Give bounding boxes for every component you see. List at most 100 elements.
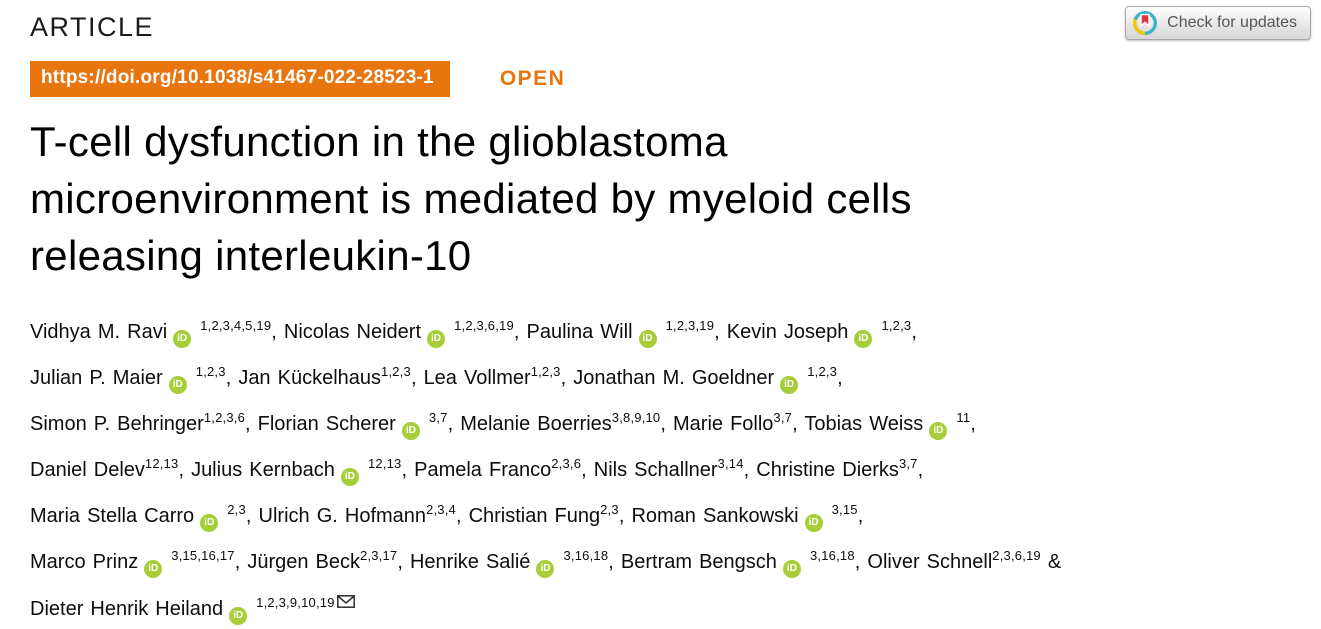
author-name: Jan Kückelhaus [238, 367, 382, 389]
affiliation-superscript: 1,2,3,6,19 [454, 318, 514, 333]
author-name: Lea Vollmer [423, 367, 531, 389]
author-separator: & [1040, 551, 1062, 573]
author-separator: , [234, 551, 248, 573]
author-name: Nicolas Neidert [283, 321, 422, 343]
author-separator: , [225, 367, 239, 389]
affiliation-superscript: 12,13 [367, 456, 402, 471]
title-line: releasing interleukin-10 [30, 232, 472, 279]
author-name: Florian Scherer [257, 413, 396, 435]
author-name: Simon P. Behringer [30, 413, 204, 435]
orcid-icon[interactable]: iD [854, 330, 873, 348]
check-for-updates-button[interactable]: Check for updates [1125, 6, 1311, 40]
affiliation-superscript: 3,16,18 [809, 548, 855, 563]
author-separator: , [560, 367, 574, 389]
author-name: Jürgen Beck [247, 551, 361, 573]
author-separator: , [917, 459, 924, 481]
affiliation-superscript: 3,15,16,17 [171, 548, 235, 563]
affiliation-superscript: 3,14 [717, 456, 744, 471]
article-type-label: ARTICLE [30, 12, 155, 42]
author-name: Marco Prinz [30, 551, 139, 573]
author-separator: , [857, 505, 864, 527]
author-name: Melanie Boerries [460, 413, 612, 435]
author-separator: , [608, 551, 621, 573]
author-separator: , [714, 321, 727, 343]
author-line: Daniel Delev12,13, Julius Kernbach iD 12,… [30, 444, 1291, 490]
author-name: Paulina Will [526, 321, 633, 343]
author-name: Maria Stella Carro [30, 505, 195, 527]
orcid-icon[interactable]: iD [144, 560, 163, 578]
affiliation-superscript: 1,2,3,4,5,19 [200, 318, 272, 333]
author-name: Bertram Bengsch [620, 551, 777, 573]
orcid-icon[interactable]: iD [427, 330, 446, 348]
author-name: Jonathan M. Goeldner [573, 367, 775, 389]
author-separator: , [410, 367, 424, 389]
author-separator: , [178, 459, 192, 481]
affiliation-superscript: 1,2,3,9,10,19 [256, 595, 335, 610]
author-name: Roman Sankowski [631, 505, 799, 527]
affiliation-superscript: 2,3,4 [426, 502, 456, 517]
orcid-icon[interactable]: iD [401, 422, 420, 440]
author-name: Oliver Schnell [867, 551, 993, 573]
author-separator: , [792, 413, 805, 435]
author-separator: , [581, 459, 594, 481]
author-separator: , [245, 505, 259, 527]
orcid-icon[interactable]: iD [200, 514, 219, 532]
author-list: Vidhya M. Ravi iD 1,2,3,4,5,19, Nicolas N… [30, 306, 1291, 629]
author-name: Henrike Salié [409, 551, 531, 573]
affiliation-superscript: 3,16,18 [563, 548, 609, 563]
author-name: Tobias Weiss [804, 413, 924, 435]
author-separator: , [455, 505, 469, 527]
author-separator: , [911, 321, 917, 343]
orcid-icon[interactable]: iD [929, 422, 948, 440]
affiliation-superscript: 3,7 [898, 456, 918, 471]
author-name: Julian P. Maier [30, 367, 163, 389]
affiliation-superscript: 1,2,3 [881, 318, 912, 333]
doi-link[interactable]: https://doi.org/10.1038/s41467-022-28523… [30, 61, 450, 97]
affiliation-superscript: 1,2,3 [530, 364, 561, 379]
author-separator: , [618, 505, 632, 527]
affiliation-superscript: 3,7 [773, 410, 793, 425]
email-icon[interactable] [336, 582, 355, 622]
affiliation-superscript: 2,3,6,19 [992, 548, 1041, 563]
open-access-label: OPEN [499, 67, 566, 90]
orcid-icon[interactable]: iD [340, 468, 359, 486]
affiliation-superscript: 2,3 [227, 502, 246, 517]
author-name: Pamela Franco [414, 459, 552, 481]
author-name: Kevin Joseph [726, 321, 849, 343]
author-line: Maria Stella Carro iD 2,3, Ulrich G. Hofm… [30, 490, 1291, 536]
author-separator: , [837, 367, 843, 389]
crossmark-icon [1132, 10, 1158, 36]
author-line: Dieter Henrik Heiland iD 1,2,3,9,10,19 [30, 582, 1291, 629]
check-for-updates-label: Check for updates [1167, 14, 1297, 31]
orcid-icon[interactable]: iD [229, 607, 248, 625]
author-line: Simon P. Behringer1,2,3,6, Florian Scher… [30, 398, 1291, 444]
affiliation-superscript: 1,2,3 [381, 364, 411, 379]
affiliation-superscript: 1,2,3,6 [203, 410, 245, 425]
author-separator: , [854, 551, 868, 573]
paper-title: T-cell dysfunction in the glioblastoma mi… [30, 113, 1291, 284]
author-separator: , [743, 459, 757, 481]
orcid-icon[interactable]: iD [173, 330, 192, 348]
author-separator: , [397, 551, 410, 573]
orcid-icon[interactable]: iD [168, 376, 187, 394]
affiliation-superscript: 11 [956, 410, 971, 425]
orcid-icon[interactable]: iD [536, 560, 555, 578]
author-separator: , [245, 413, 258, 435]
affiliation-superscript: 1,2,3,19 [665, 318, 715, 333]
affiliation-superscript: 2,3,6 [551, 456, 582, 471]
author-name: Julius Kernbach [191, 459, 335, 481]
orcid-icon[interactable]: iD [638, 330, 657, 348]
author-name: Ulrich G. Hofmann [258, 505, 427, 527]
author-separator: , [401, 459, 415, 481]
author-name: Marie Follo [673, 413, 774, 435]
orcid-icon[interactable]: iD [804, 514, 823, 532]
author-separator: , [513, 321, 527, 343]
affiliation-superscript: 3,7 [428, 410, 448, 425]
orcid-icon[interactable]: iD [782, 560, 801, 578]
title-line: T-cell dysfunction in the glioblastoma [30, 118, 728, 165]
orcid-icon[interactable]: iD [780, 376, 799, 394]
title-line: microenvironment is mediated by myeloid … [30, 175, 912, 222]
affiliation-superscript: 3,8,9,10 [611, 410, 661, 425]
author-name: Dieter Henrik Heiland [30, 598, 224, 620]
